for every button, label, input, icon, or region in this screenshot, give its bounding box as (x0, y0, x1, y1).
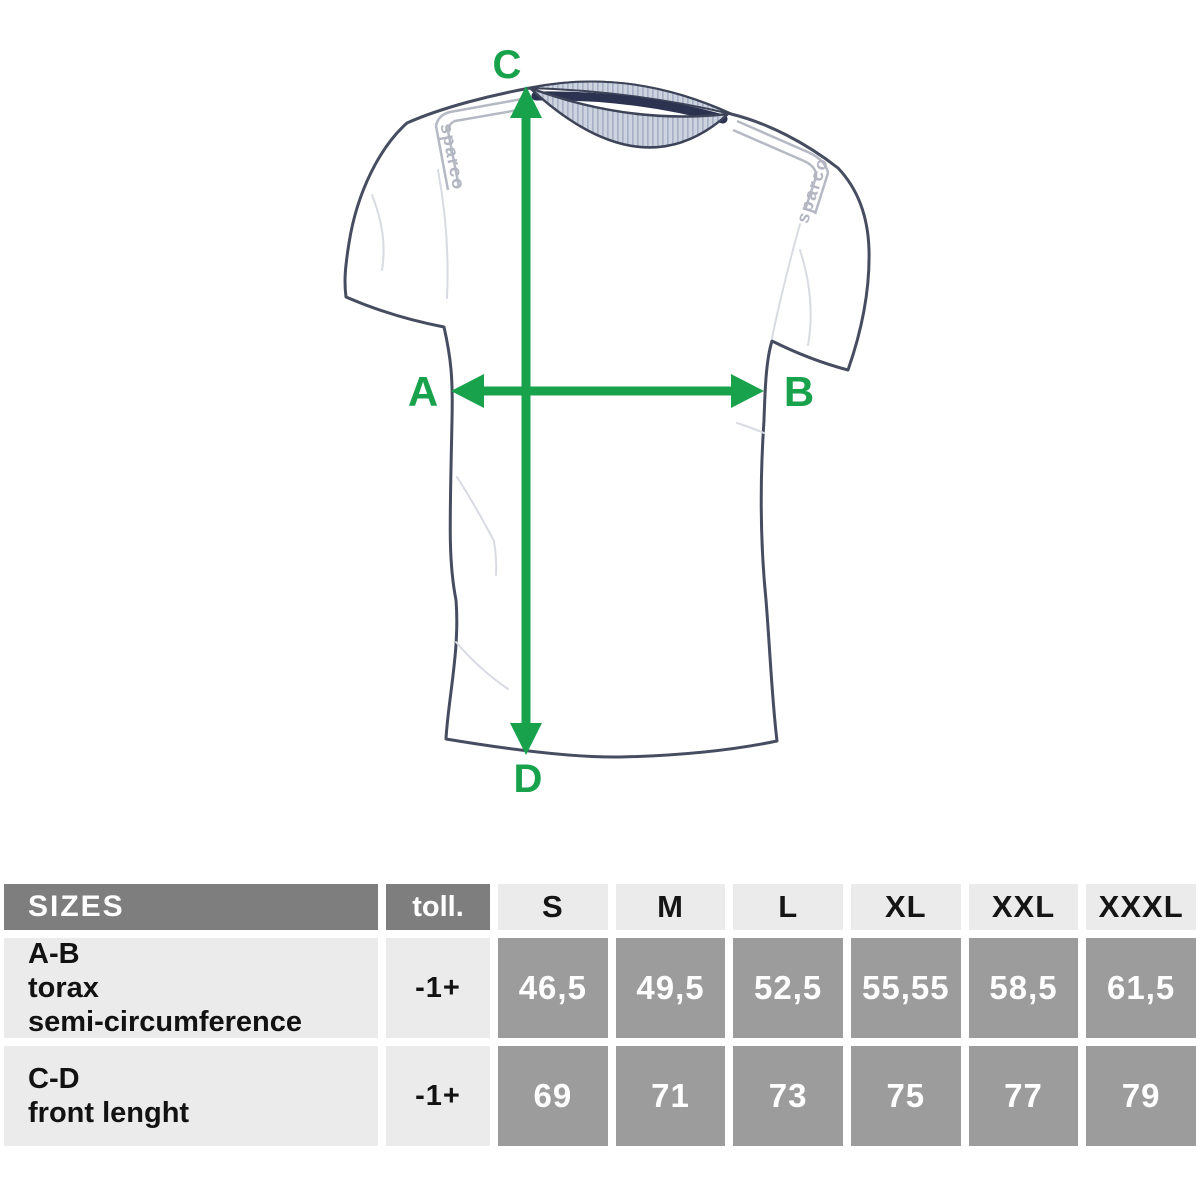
row-label-cd-front-length: C-D front lenght (4, 1046, 378, 1146)
table-header-tolerance: toll. (386, 884, 490, 930)
value-ab-xl: 55,55 (850, 938, 961, 1038)
value-cd-xxxl: 79 (1086, 1046, 1196, 1146)
arrowhead-down (510, 723, 542, 755)
tolerance-value: -1+ (386, 938, 490, 1038)
column-header-l: L (733, 884, 843, 930)
row-label-line: A-B (28, 938, 80, 970)
row-label-line: torax (28, 972, 99, 1004)
value-cd-xxl: 77 (968, 1046, 1079, 1146)
shoulder-seam-left (434, 97, 525, 191)
value-ab-xxxl: 61,5 (1086, 938, 1196, 1038)
column-header-xxxl: XXXL (1086, 884, 1196, 930)
tolerance-value: -1+ (386, 1046, 490, 1146)
label-point-b: B (784, 368, 814, 415)
column-header-m: M (615, 884, 726, 930)
label-point-c: C (493, 43, 522, 87)
value-ab-xxl: 58,5 (968, 938, 1079, 1038)
column-header-s: S (498, 884, 608, 930)
value-cd-xl: 75 (850, 1046, 961, 1146)
tshirt-measurement-diagram: sparco sparco C A B D (343, 43, 871, 801)
value-cd-m: 71 (615, 1046, 726, 1146)
label-point-a: A (408, 368, 438, 415)
column-header-xxl: XXL (968, 884, 1079, 930)
measure-arrow-horizontal-ab (451, 374, 764, 408)
collar (529, 80, 732, 149)
tshirt-outline (343, 80, 871, 759)
collar-front-band (529, 86, 732, 149)
measure-arrow-vertical-cd (510, 86, 542, 755)
collar-back-band (529, 80, 732, 115)
arrowhead-up (510, 86, 542, 118)
fabric-crease-lines (371, 169, 812, 690)
column-header-xl: XL (850, 884, 961, 930)
row-label-line: C-D (28, 1063, 80, 1095)
value-ab-s: 46,5 (498, 938, 608, 1038)
value-ab-l: 52,5 (733, 938, 843, 1038)
value-cd-l: 73 (733, 1046, 843, 1146)
value-ab-m: 49,5 (615, 938, 726, 1038)
row-label-line: semi-circumference (28, 1006, 303, 1038)
row-label-ab-torax: A-B torax semi-circumference (4, 938, 378, 1038)
arrowhead-left (451, 374, 484, 408)
size-chart-table: SIZES toll. S M L XL XXL XXXL A-B torax … (4, 884, 1196, 1146)
table-header-sizes: SIZES (4, 884, 378, 930)
collar-inner-navy (531, 91, 728, 124)
row-label-line: front lenght (28, 1097, 190, 1129)
label-point-d: D (514, 757, 543, 801)
shoulder-seam-right (732, 119, 830, 215)
arrowhead-right (731, 374, 764, 408)
value-cd-s: 69 (498, 1046, 608, 1146)
